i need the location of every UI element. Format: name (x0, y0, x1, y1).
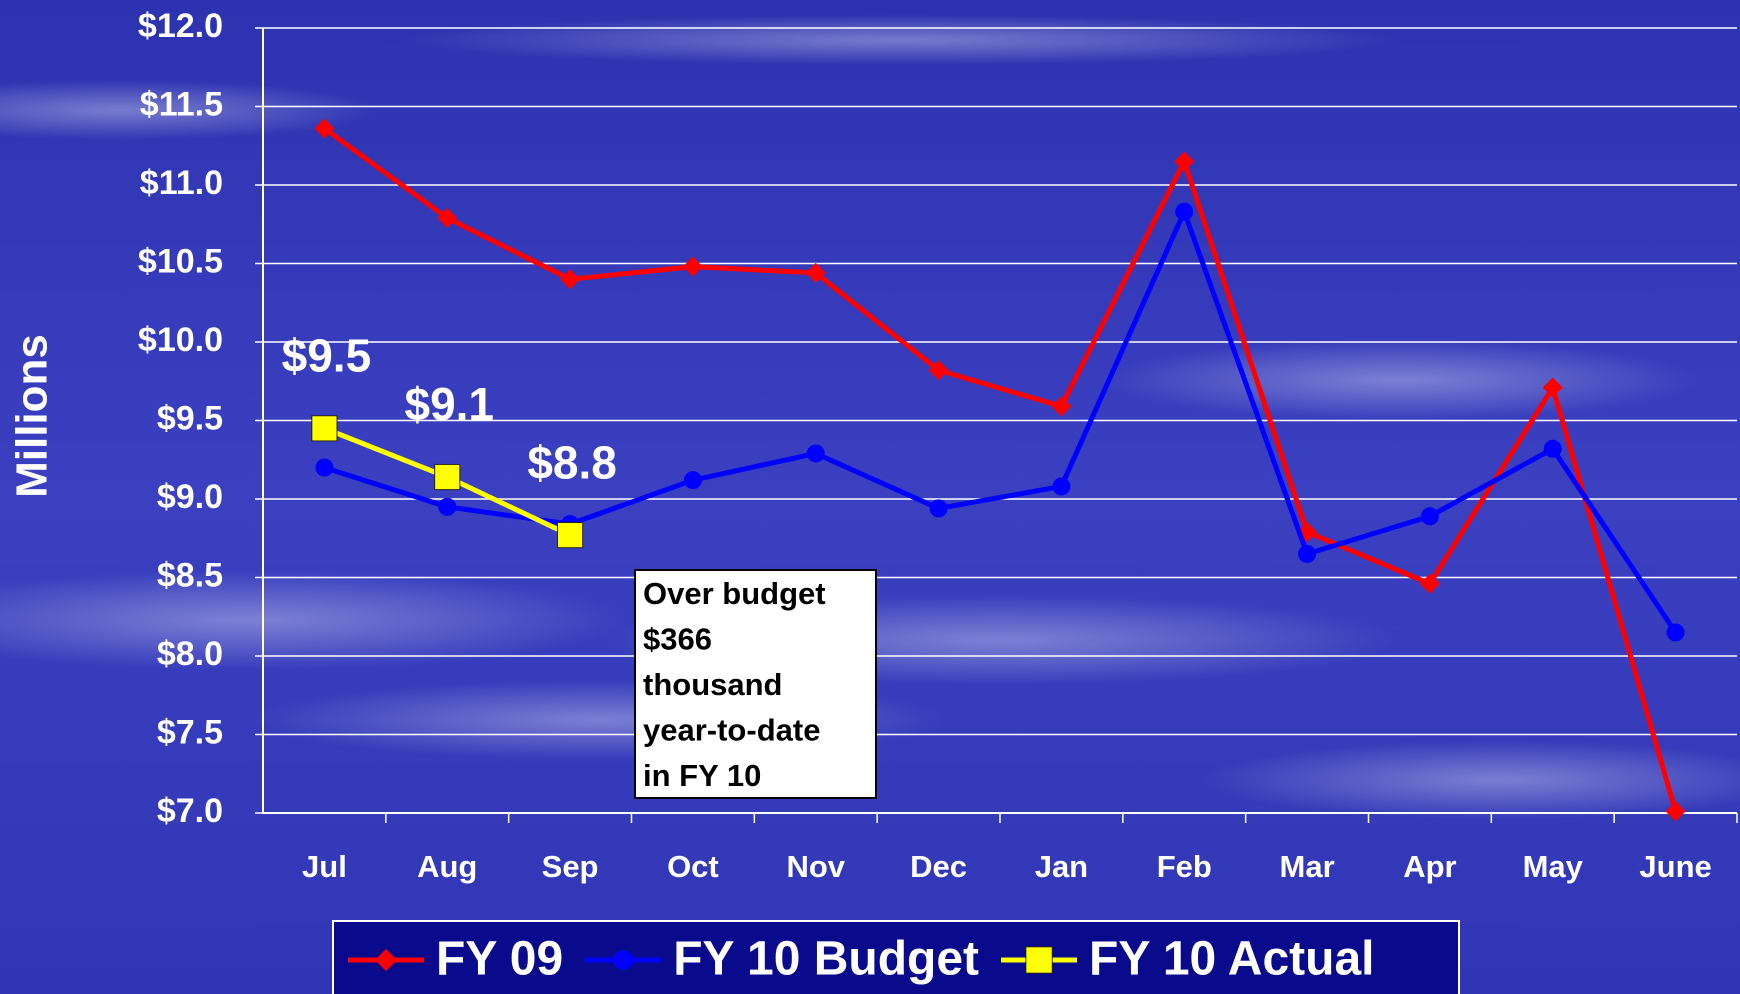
marker (929, 499, 948, 518)
y-tick-label: $11.5 (140, 85, 223, 123)
x-tick-label: Dec (910, 849, 967, 884)
legend-box (332, 920, 1460, 994)
marker (1665, 801, 1686, 822)
legend: FY 09 FY 10 Budget FY 10 Actual (348, 933, 1375, 986)
annotation-text: in FY 10 (643, 758, 761, 793)
legend-label: FY 09 (436, 933, 563, 986)
y-tick-label: $12.0 (138, 7, 223, 45)
marker (806, 444, 825, 463)
y-tick-label: $9.5 (157, 399, 223, 437)
marker (1025, 946, 1053, 974)
y-tick-label: $8.5 (157, 556, 223, 594)
marker (375, 949, 397, 971)
series-line (323, 204, 1678, 634)
y-tick-label: $10.0 (138, 321, 223, 359)
marker (1051, 396, 1072, 417)
x-tick-label: Feb (1157, 849, 1212, 884)
marker (1542, 377, 1563, 398)
y-tick-label: $11.0 (140, 164, 223, 202)
legend-label: FY 10 Actual (1089, 933, 1374, 986)
series-line (322, 126, 1678, 813)
y-tick-label: $7.5 (157, 713, 223, 751)
value-label: $8.8 (527, 436, 617, 488)
marker (1543, 439, 1562, 458)
marker (613, 950, 634, 970)
x-tick-label: Apr (1403, 849, 1456, 884)
y-tick-label: $7.0 (157, 792, 223, 830)
x-tick-label: Jan (1035, 849, 1088, 884)
marker (1174, 151, 1195, 172)
x-tick-label: Jul (302, 849, 347, 884)
annotation-text: thousand (643, 667, 783, 702)
x-tick-label: Aug (417, 849, 477, 884)
marker (311, 415, 338, 442)
marker (560, 269, 581, 290)
y-tick-label: $10.5 (138, 242, 223, 280)
x-tick-label: Sep (542, 849, 599, 884)
marker (1298, 544, 1317, 563)
value-label: $9.1 (404, 378, 494, 430)
value-label: $9.5 (282, 330, 372, 382)
marker (1052, 477, 1071, 496)
y-axis-title: Millions (8, 334, 57, 498)
y-tick-label: $8.0 (157, 635, 223, 673)
annotation-text: year-to-date (643, 713, 820, 748)
annotation-text: $366 (643, 622, 712, 657)
marker (437, 207, 458, 228)
x-tick-label: June (1639, 849, 1711, 884)
marker (1420, 507, 1439, 526)
x-tick-label: Nov (786, 849, 845, 884)
marker (683, 471, 702, 490)
marker (682, 256, 703, 277)
marker (1175, 202, 1194, 221)
x-tick-label: Mar (1280, 849, 1335, 884)
x-tick-label: Oct (667, 849, 719, 884)
marker (434, 463, 461, 491)
marker (315, 458, 334, 477)
annotation-box (634, 569, 877, 799)
legend-label: FY 10 Budget (673, 933, 979, 986)
marker (314, 118, 335, 139)
marker (1419, 573, 1440, 594)
marker (1666, 623, 1685, 642)
y-tick-label: $9.0 (157, 478, 223, 516)
x-tick-label: May (1523, 849, 1584, 884)
marker (556, 522, 584, 549)
marker (805, 262, 826, 283)
marker (438, 497, 457, 516)
annotation-text: Over budget (643, 576, 826, 611)
marker (928, 360, 949, 381)
